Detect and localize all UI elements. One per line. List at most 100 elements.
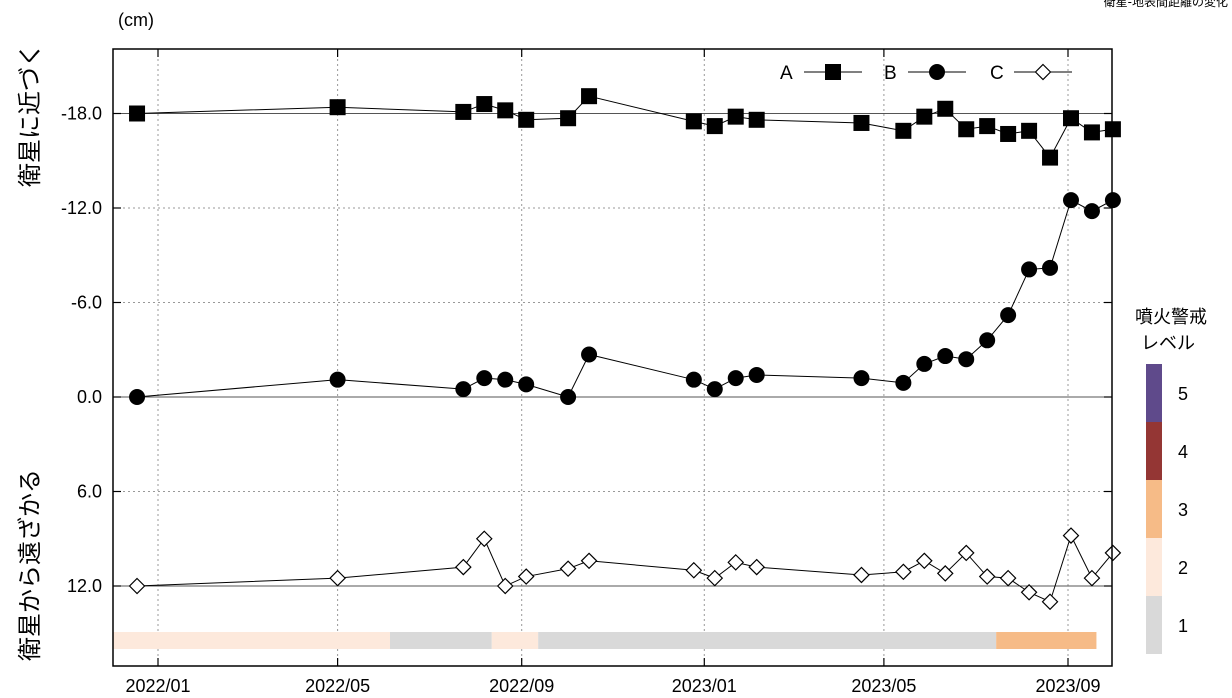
- data-point-B-20: [1042, 259, 1059, 276]
- x-axis: 2022/01 2022/05 2022/09 2023/01 2023/05 2023/…: [125, 676, 1100, 696]
- y-tick-label-1: -12.0: [61, 198, 102, 218]
- data-point-A-22: [1083, 124, 1100, 141]
- data-point-C-23: [1104, 544, 1122, 562]
- level-swatch-1: [1146, 596, 1162, 654]
- data-point-B-1: [329, 371, 346, 388]
- series-legend: A B C: [780, 63, 1072, 84]
- level-swatch-3: [1146, 480, 1162, 538]
- series-lines: [137, 95, 1114, 603]
- data-point-C-19: [1020, 583, 1038, 601]
- data-point-A-7: [581, 88, 598, 105]
- data-point-A-18: [1000, 125, 1017, 142]
- x-tick-label-1: 2022/05: [305, 676, 370, 696]
- data-point-C-15: [936, 565, 954, 582]
- y-label-upper: 衛星に近づく: [16, 43, 44, 187]
- data-point-A-15: [937, 100, 954, 117]
- data-point-A-4: [497, 102, 514, 119]
- series-markers: [128, 88, 1122, 611]
- y-label-lower: 衛星から遠ざかる: [16, 469, 44, 661]
- unit-label: (cm): [118, 10, 154, 30]
- data-point-A-23: [1104, 121, 1121, 138]
- data-point-B-8: [685, 371, 702, 388]
- data-point-A-12: [853, 114, 870, 131]
- data-point-B-11: [748, 366, 765, 383]
- level-label-4: 4: [1178, 442, 1188, 462]
- data-point-C-10: [727, 554, 745, 571]
- data-point-A-16: [958, 121, 975, 138]
- data-point-B-23: [1104, 192, 1121, 209]
- data-point-C-5: [517, 568, 535, 585]
- alert-level-bar: [113, 632, 1097, 649]
- data-point-B-12: [853, 370, 870, 387]
- data-point-B-4: [497, 371, 514, 388]
- y-tick-label-0: -18.0: [61, 104, 102, 124]
- level-swatch-5: [1146, 364, 1162, 422]
- data-point-C-14: [915, 552, 933, 570]
- x-tick-label-3: 2023/01: [672, 676, 737, 696]
- legend-label-C: C: [990, 63, 1004, 84]
- data-point-B-5: [518, 376, 535, 393]
- data-point-C-8: [685, 561, 703, 579]
- y-tick-label-2: -6.0: [71, 293, 102, 313]
- y-tick-label-5: 12.0: [67, 576, 102, 596]
- data-point-A-6: [560, 110, 577, 127]
- legend-marker-C: [1034, 63, 1052, 81]
- x-tick-label-2: 2022/09: [489, 676, 554, 696]
- data-point-C-21: [1062, 527, 1080, 544]
- data-point-A-5: [518, 111, 535, 128]
- alert-segment-4: [996, 632, 1097, 649]
- level-swatch-2: [1146, 538, 1162, 596]
- level-swatch-4: [1146, 422, 1162, 480]
- data-point-C-12: [853, 566, 870, 584]
- legend-marker-B: [929, 64, 945, 80]
- data-point-B-15: [937, 348, 954, 365]
- data-point-A-17: [979, 118, 996, 135]
- data-point-C-1: [329, 569, 346, 587]
- level-label-1: 1: [1178, 616, 1188, 636]
- data-point-B-9: [706, 381, 723, 398]
- y-axis: -18.0 -12.0 -6.0 0.0 6.0 12.0: [61, 104, 102, 597]
- data-point-A-11: [748, 111, 765, 128]
- axis-ticks: [113, 49, 1112, 666]
- chart-title: 衛星-地表間距離の変化: [1104, 0, 1228, 9]
- level-legend-title-1: 噴火警戒: [1135, 307, 1207, 328]
- data-point-C-17: [978, 568, 996, 585]
- data-point-B-3: [476, 370, 493, 387]
- data-point-B-18: [1000, 307, 1017, 324]
- x-tick-label-0: 2022/01: [125, 676, 190, 696]
- data-point-C-4: [496, 577, 514, 595]
- data-point-B-16: [958, 351, 975, 368]
- reference-lines: [113, 113, 1112, 587]
- data-point-B-13: [895, 374, 912, 391]
- legend-label-A: A: [780, 63, 793, 84]
- data-point-B-0: [129, 389, 146, 405]
- data-point-A-14: [916, 108, 933, 125]
- legend-marker-A: [825, 64, 841, 80]
- alert-segment-1: [389, 632, 492, 649]
- level-label-2: 2: [1178, 558, 1188, 578]
- plot-frame: [112, 48, 1113, 667]
- data-point-A-13: [895, 122, 912, 139]
- alert-level-legend: 噴火警戒 レベル 5 4 3 2 1: [1135, 307, 1207, 654]
- x-tick-label-5: 2023/09: [1035, 676, 1100, 696]
- data-point-C-3: [475, 530, 493, 548]
- y-tick-label-3: 0.0: [77, 387, 102, 407]
- data-point-A-19: [1021, 122, 1038, 139]
- alert-segment-0: [113, 632, 390, 649]
- data-point-C-16: [957, 544, 975, 562]
- data-point-B-19: [1021, 261, 1038, 278]
- data-point-C-22: [1083, 569, 1101, 587]
- level-legend-title-2: レベル: [1141, 333, 1195, 354]
- data-point-C-7: [580, 552, 598, 570]
- data-point-B-10: [727, 370, 744, 387]
- level-label-3: 3: [1178, 500, 1188, 520]
- data-point-C-0: [128, 577, 146, 595]
- data-point-C-13: [895, 563, 912, 581]
- data-point-A-0: [129, 105, 146, 122]
- data-point-C-2: [454, 558, 472, 576]
- data-point-B-7: [581, 346, 598, 363]
- data-point-C-20: [1041, 593, 1059, 611]
- data-point-C-18: [999, 569, 1017, 587]
- data-point-B-22: [1083, 203, 1100, 220]
